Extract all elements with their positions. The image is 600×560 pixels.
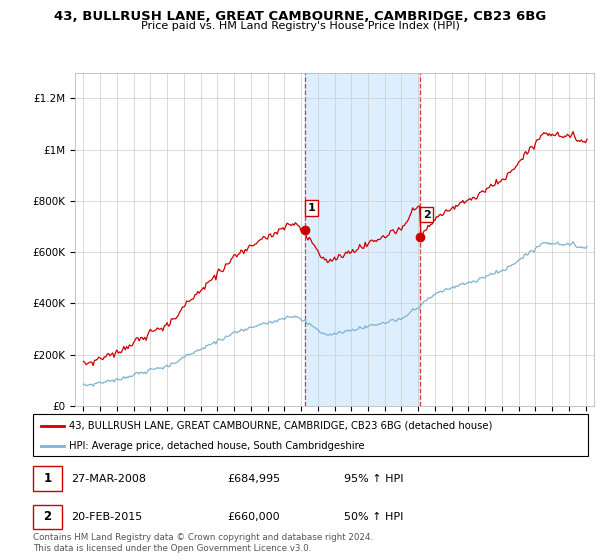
Text: HPI: Average price, detached house, South Cambridgeshire: HPI: Average price, detached house, Sout…: [69, 441, 365, 451]
Text: Contains HM Land Registry data © Crown copyright and database right 2024.
This d: Contains HM Land Registry data © Crown c…: [33, 533, 373, 553]
Text: 1: 1: [43, 472, 52, 485]
Bar: [33, 505, 62, 529]
Bar: [305, 73, 421, 406]
Text: 20-FEB-2015: 20-FEB-2015: [71, 512, 142, 522]
Text: Price paid vs. HM Land Registry's House Price Index (HPI): Price paid vs. HM Land Registry's House …: [140, 21, 460, 31]
Text: 43, BULLRUSH LANE, GREAT CAMBOURNE, CAMBRIDGE, CB23 6BG (detached house): 43, BULLRUSH LANE, GREAT CAMBOURNE, CAMB…: [69, 421, 493, 431]
Text: 43, BULLRUSH LANE, GREAT CAMBOURNE, CAMBRIDGE, CB23 6BG: 43, BULLRUSH LANE, GREAT CAMBOURNE, CAMB…: [54, 10, 546, 23]
Bar: [33, 466, 62, 491]
Text: £660,000: £660,000: [227, 512, 280, 522]
Text: £684,995: £684,995: [227, 474, 280, 484]
Text: 27-MAR-2008: 27-MAR-2008: [71, 474, 146, 484]
Text: 2: 2: [43, 510, 52, 524]
Text: 2: 2: [423, 209, 431, 220]
Text: 50% ↑ HPI: 50% ↑ HPI: [344, 512, 403, 522]
Text: 95% ↑ HPI: 95% ↑ HPI: [344, 474, 403, 484]
Text: 1: 1: [307, 203, 315, 213]
